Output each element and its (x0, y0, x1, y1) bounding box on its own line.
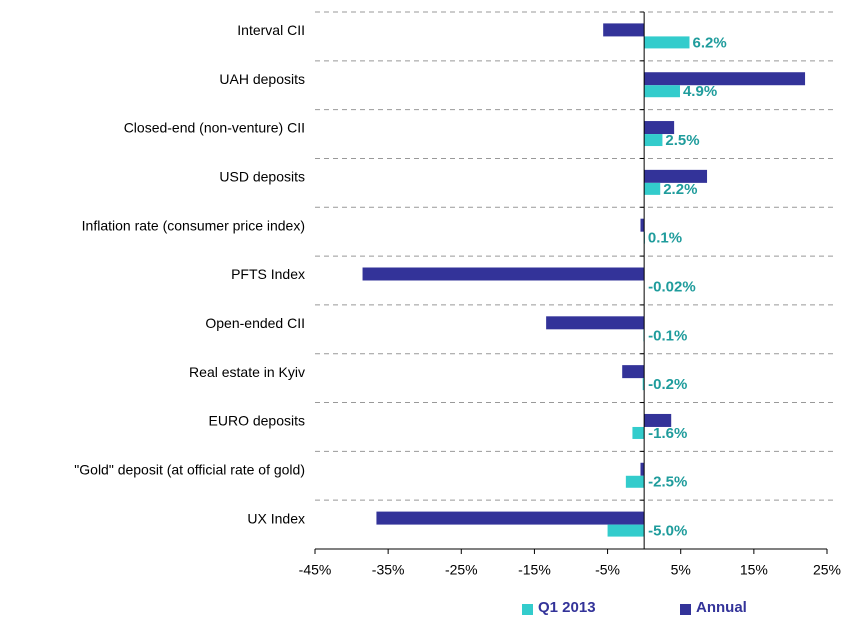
data-label: -0.2% (648, 376, 687, 393)
bar (644, 85, 680, 98)
bar (607, 524, 645, 537)
bar (644, 72, 806, 86)
data-label: -0.02% (648, 278, 696, 295)
bar (625, 475, 645, 488)
category-label: UAH deposits (219, 71, 305, 87)
data-label: 2.2% (663, 181, 697, 198)
category-label: Closed-end (non-venture) CII (124, 120, 305, 136)
category-label: USD deposits (219, 169, 305, 185)
bar (644, 134, 663, 147)
bar (640, 218, 645, 232)
x-tick-label: -15% (518, 562, 551, 578)
bar (644, 121, 675, 135)
legend-swatch (680, 604, 691, 615)
x-tick-label: 15% (740, 562, 768, 578)
data-label: -2.5% (648, 474, 687, 491)
x-tick-label: 25% (813, 562, 841, 578)
bar (644, 36, 690, 49)
bar (640, 462, 645, 476)
bar (546, 316, 645, 330)
bar (644, 169, 708, 183)
bar (632, 426, 645, 439)
x-tick-label: -25% (445, 562, 478, 578)
data-label: 0.1% (648, 230, 682, 247)
x-tick-label: -35% (372, 562, 405, 578)
data-label: 2.5% (665, 132, 699, 149)
category-label: Open-ended CII (205, 315, 305, 331)
bar (622, 365, 645, 379)
legend-label: Annual (696, 599, 747, 616)
bar (644, 182, 661, 195)
data-label: -5.0% (648, 523, 687, 540)
bar (644, 413, 672, 427)
category-label: Inflation rate (consumer price index) (82, 217, 305, 233)
bar (603, 23, 645, 37)
data-label: 6.2% (692, 34, 726, 51)
category-label: PFTS Index (231, 266, 305, 282)
category-label: UX Index (247, 510, 305, 526)
legend-label: Q1 2013 (538, 599, 596, 616)
bar (362, 267, 645, 281)
category-label: Real estate in Kyiv (189, 364, 305, 380)
bar (376, 511, 645, 525)
x-tick-label: -5% (595, 562, 620, 578)
category-label: Interval CII (237, 22, 305, 38)
legend-swatch (522, 604, 533, 615)
x-tick-label: -45% (299, 562, 332, 578)
x-tick-label: 5% (671, 562, 691, 578)
data-label: -1.6% (648, 425, 687, 442)
data-label: -0.1% (648, 327, 687, 344)
data-label: 4.9% (683, 83, 717, 100)
category-label: EURO deposits (209, 413, 305, 429)
category-label: "Gold" deposit (at official rate of gold… (74, 461, 305, 477)
bar (642, 378, 645, 391)
